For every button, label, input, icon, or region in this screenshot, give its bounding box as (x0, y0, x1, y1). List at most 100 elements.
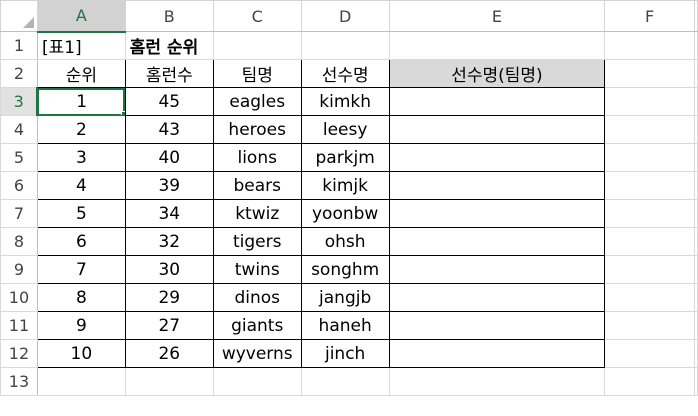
cell-f[interactable] (604, 339, 695, 368)
row-header-8[interactable]: 8 (0, 227, 38, 256)
row-header-3[interactable]: 3 (0, 87, 39, 116)
player-team-cell[interactable] (388, 171, 606, 200)
team-name-cell[interactable]: bears (212, 171, 302, 200)
homerun-count-cell[interactable]: 26 (124, 339, 214, 368)
cell-f[interactable] (604, 311, 695, 340)
player-name-cell[interactable]: kimjk (300, 171, 390, 200)
row-header-11[interactable]: 11 (0, 311, 38, 340)
column-header-f[interactable]: F (604, 0, 695, 32)
team-name-cell[interactable]: eagles (212, 87, 302, 116)
rank-cell[interactable]: 9 (36, 311, 126, 340)
player-team-cell[interactable] (388, 255, 606, 284)
rank-cell[interactable]: 5 (36, 199, 126, 228)
cell-e2[interactable]: 선수명(팀명) (388, 59, 606, 88)
row-header-7[interactable]: 7 (0, 199, 38, 228)
rank-cell[interactable]: 8 (36, 283, 126, 312)
player-name-cell[interactable]: jinch (300, 339, 390, 368)
player-name-cell[interactable]: yoonbw (300, 199, 390, 228)
cell-c13[interactable] (212, 367, 302, 396)
rank-cell[interactable]: 7 (36, 255, 126, 284)
homerun-count-cell[interactable]: 27 (124, 311, 214, 340)
row-header-2[interactable]: 2 (0, 59, 38, 88)
cell-d13[interactable] (300, 367, 390, 396)
rank-cell[interactable]: 6 (36, 227, 126, 256)
row-header-10[interactable]: 10 (0, 283, 38, 312)
homerun-count-cell[interactable]: 39 (124, 171, 214, 200)
team-name-cell[interactable]: heroes (212, 115, 302, 144)
rank-cell[interactable]: 10 (36, 339, 126, 368)
rank-cell[interactable]: 3 (36, 143, 126, 172)
column-header-e[interactable]: E (388, 0, 606, 32)
cell-a2[interactable]: 순위 (36, 59, 126, 88)
rank-cell[interactable]: 1 (36, 87, 126, 116)
cell-c2[interactable]: 팀명 (212, 59, 302, 88)
column-header-a[interactable]: A (36, 0, 126, 33)
cell-e1[interactable] (388, 31, 606, 60)
player-name-cell[interactable]: jangjb (300, 283, 390, 312)
player-team-cell[interactable] (388, 311, 606, 340)
player-name-cell[interactable]: leesy (300, 115, 390, 144)
cell-f[interactable] (604, 115, 695, 144)
cell-b13[interactable] (124, 367, 214, 396)
row-header-1[interactable]: 1 (0, 31, 38, 60)
homerun-count-cell[interactable]: 30 (124, 255, 214, 284)
cell-a1[interactable]: [표1] (36, 31, 126, 60)
player-team-cell[interactable] (388, 87, 606, 116)
column-header-d[interactable]: D (300, 0, 390, 32)
homerun-count-cell[interactable]: 43 (124, 115, 214, 144)
homerun-count-cell[interactable]: 29 (124, 283, 214, 312)
cell-f[interactable] (604, 199, 695, 228)
cell-f1[interactable] (604, 31, 695, 60)
cell-f[interactable] (604, 255, 695, 284)
cell-f[interactable] (604, 227, 695, 256)
cell-d2[interactable]: 선수명 (300, 59, 390, 88)
team-name-cell[interactable]: tigers (212, 227, 302, 256)
player-name-cell[interactable]: parkjm (300, 143, 390, 172)
player-team-cell[interactable] (388, 283, 606, 312)
cell-f[interactable] (604, 283, 695, 312)
homerun-count-cell[interactable]: 40 (124, 143, 214, 172)
row-header-9[interactable]: 9 (0, 255, 38, 284)
select-all-corner[interactable] (0, 0, 38, 32)
row-header-5[interactable]: 5 (0, 143, 38, 172)
cell-b1[interactable]: 홈런 순위 (124, 31, 214, 60)
team-name-cell[interactable]: wyverns (212, 339, 302, 368)
row-header-6[interactable]: 6 (0, 171, 38, 200)
player-name-cell[interactable]: ohsh (300, 227, 390, 256)
player-name-cell[interactable]: kimkh (300, 87, 390, 116)
cell-edge (693, 311, 698, 340)
row-header-12[interactable]: 12 (0, 339, 38, 368)
cell-f13[interactable] (604, 367, 695, 396)
cell-b2[interactable]: 홈런수 (124, 59, 214, 88)
player-team-cell[interactable] (388, 199, 606, 228)
cell-a13[interactable] (36, 367, 126, 396)
player-name-cell[interactable]: songhm (300, 255, 390, 284)
cell-f[interactable] (604, 171, 695, 200)
row-header-13[interactable]: 13 (0, 367, 38, 396)
homerun-count-cell[interactable]: 32 (124, 227, 214, 256)
homerun-count-cell[interactable]: 34 (124, 199, 214, 228)
cell-f[interactable] (604, 143, 695, 172)
cell-f[interactable] (604, 87, 695, 116)
player-team-cell[interactable] (388, 143, 606, 172)
team-name-cell[interactable]: twins (212, 255, 302, 284)
table-row: 6 4 39 bears kimjk (0, 171, 698, 200)
team-name-cell[interactable]: giants (212, 311, 302, 340)
column-header-b[interactable]: B (124, 0, 214, 32)
player-team-cell[interactable] (388, 115, 606, 144)
cell-e13[interactable] (388, 367, 606, 396)
cell-c1[interactable] (212, 31, 302, 60)
column-header-c[interactable]: C (212, 0, 302, 32)
player-name-cell[interactable]: haneh (300, 311, 390, 340)
cell-d1[interactable] (300, 31, 390, 60)
rank-cell[interactable]: 2 (36, 115, 126, 144)
row-header-4[interactable]: 4 (0, 115, 38, 144)
player-team-cell[interactable] (388, 227, 606, 256)
cell-f2[interactable] (604, 59, 695, 88)
team-name-cell[interactable]: dinos (212, 283, 302, 312)
player-team-cell[interactable] (388, 339, 606, 368)
homerun-count-cell[interactable]: 45 (124, 87, 214, 116)
rank-cell[interactable]: 4 (36, 171, 126, 200)
team-name-cell[interactable]: ktwiz (212, 199, 302, 228)
team-name-cell[interactable]: lions (212, 143, 302, 172)
